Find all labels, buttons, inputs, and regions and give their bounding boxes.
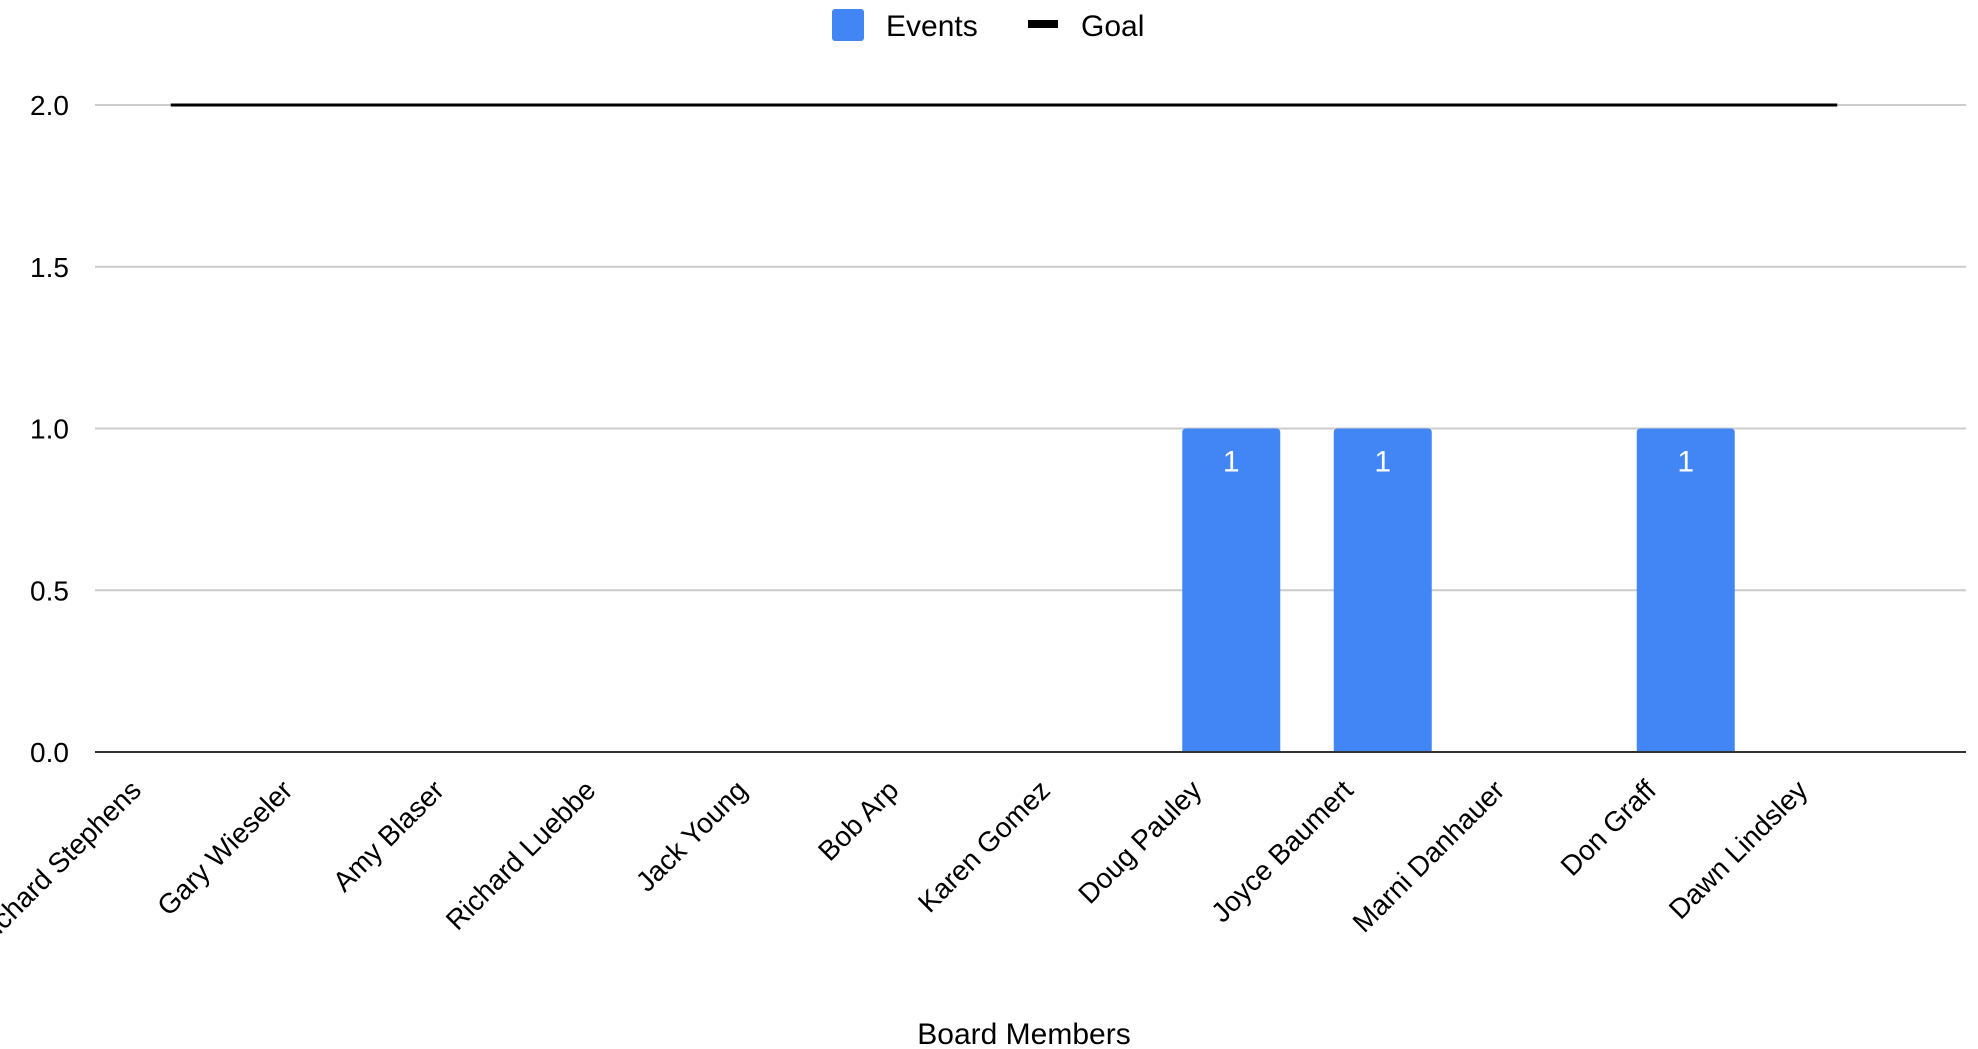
x-tick-label: Joyce Baumert (1205, 774, 1359, 928)
y-axis-ticks: 0.0 0.5 1.0 1.5 2.0 (30, 90, 69, 768)
legend: Events Goal (832, 9, 1144, 43)
bars: 1 1 1 (1182, 428, 1735, 752)
y-tick-label: 0.5 (30, 575, 69, 606)
legend-label-goal: Goal (1081, 10, 1144, 43)
legend-label-events: Events (886, 10, 978, 43)
y-tick-label: 1.0 (30, 414, 69, 445)
x-tick-label: Richard Stephens (0, 774, 147, 953)
legend-swatch-goal (1028, 20, 1058, 28)
x-axis-labels: Richard Stephens Gary Wieseler Amy BlaserR… (0, 774, 1813, 953)
x-axis-title: Board Members (917, 1018, 1130, 1049)
x-tick-label: Bob Arp (812, 774, 904, 866)
x-tick-label: Gary Wieseler (151, 774, 298, 921)
x-tick-label: Amy Blaser (327, 774, 450, 897)
bar-doug-pauley (1182, 428, 1281, 752)
x-tick-label: Marni Danhauer (1347, 774, 1511, 938)
x-tick-label: Dawn Lindsley (1663, 774, 1814, 925)
data-label: 1 (1677, 446, 1694, 479)
x-tick-label: Richard Luebbe (440, 774, 602, 936)
x-tick-label: Doug Pauley (1072, 774, 1207, 909)
data-label: 1 (1374, 446, 1391, 479)
x-tick-label: Jack Young (630, 774, 753, 897)
y-tick-label: 2.0 (30, 90, 69, 121)
x-tick-label: Don Graff (1555, 774, 1663, 882)
data-label: 1 (1223, 446, 1240, 479)
bar-joyce-baumert (1333, 428, 1432, 752)
bar-don-graff (1636, 428, 1735, 752)
x-tick-label: Karen Gomez (912, 774, 1056, 918)
y-tick-label: 1.5 (30, 252, 69, 283)
legend-swatch-events (832, 9, 864, 41)
y-tick-label: 0.0 (30, 737, 69, 768)
